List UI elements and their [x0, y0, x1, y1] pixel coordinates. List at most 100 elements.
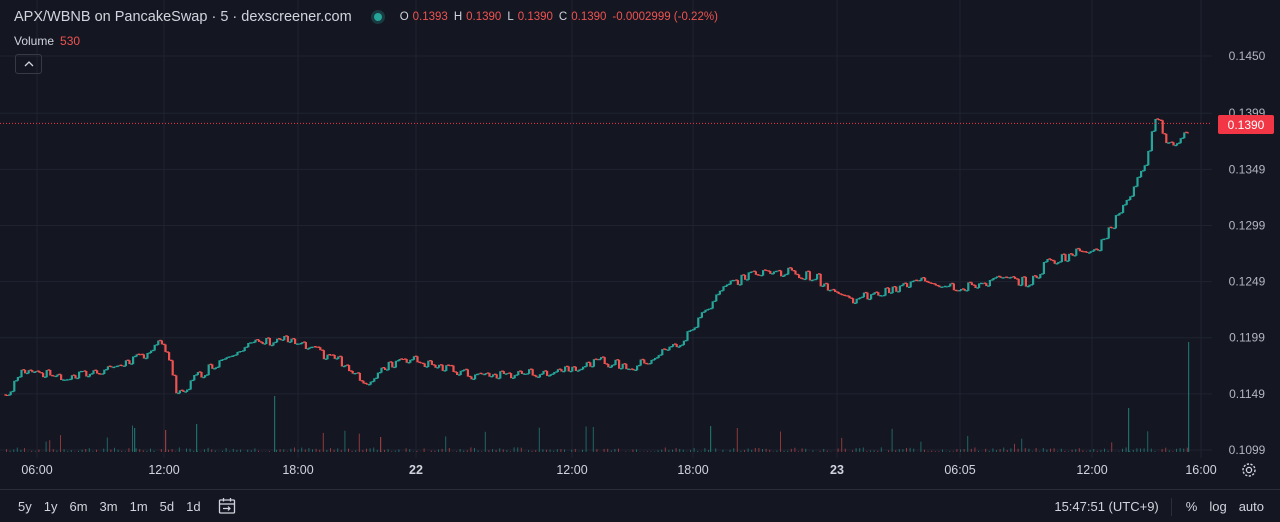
volume-bar [999, 449, 1001, 452]
volume-bar [823, 448, 825, 452]
candle [769, 271, 772, 274]
volume-bar [650, 451, 652, 452]
candle [81, 371, 84, 372]
volume-bar [1172, 451, 1174, 452]
candle [186, 389, 189, 392]
range-6m-button[interactable]: 6m [69, 498, 88, 514]
calendar-range-icon[interactable] [217, 496, 237, 516]
volume-bar [132, 425, 133, 452]
volume-bar [664, 447, 666, 452]
volume-bar [45, 441, 47, 452]
candle [373, 378, 376, 382]
volume-bar [877, 450, 879, 452]
candle [816, 273, 819, 280]
range-1y-button[interactable]: 1y [43, 498, 58, 514]
candle [488, 373, 491, 377]
volume-bar [430, 450, 432, 452]
candle [859, 297, 862, 299]
volume-bar [146, 450, 148, 452]
candle [808, 271, 811, 281]
candle [330, 354, 333, 356]
volume-bar [546, 449, 547, 452]
volume-bar [333, 449, 335, 452]
candle [301, 342, 304, 344]
candle [52, 375, 55, 377]
volume-bar [873, 450, 875, 452]
volume-bar [470, 447, 472, 452]
volume-bar [945, 451, 947, 452]
volume-bar [254, 448, 256, 452]
candle [344, 365, 347, 367]
candle [956, 290, 959, 292]
volume-bar [679, 448, 681, 452]
volume-bar [232, 448, 234, 452]
volume-bar [992, 448, 994, 452]
volume-bar [196, 451, 198, 452]
candle [297, 343, 300, 345]
candle [826, 283, 829, 291]
candle [603, 357, 606, 364]
volume-bar [56, 450, 58, 452]
candle [848, 296, 851, 299]
volume-bar [312, 449, 313, 452]
volume-bar [24, 448, 25, 452]
volume-bar [225, 448, 227, 452]
candle [225, 357, 228, 360]
range-1m-button[interactable]: 1m [129, 498, 148, 514]
volume-bar [632, 449, 634, 452]
candle [934, 283, 937, 286]
timezone-clock[interactable]: 15:47:51 (UTC+9) [1054, 499, 1159, 514]
y-tick-label: 0.1450 [1229, 49, 1266, 63]
volume-bar [1057, 451, 1059, 452]
volume-bar [229, 451, 231, 452]
candle [855, 298, 858, 304]
candle [103, 369, 106, 374]
volume-bar [121, 450, 123, 452]
volume-bar [862, 447, 864, 452]
gear-icon[interactable] [1240, 461, 1258, 479]
candle [567, 366, 570, 372]
candle [798, 274, 801, 279]
range-1d-button[interactable]: 1d [186, 498, 201, 514]
candle [132, 356, 135, 365]
candle [909, 281, 912, 288]
volume-bar [326, 450, 328, 452]
volume-bar [92, 451, 94, 452]
log-scale-toggle[interactable]: log [1209, 499, 1227, 514]
volume-bar [423, 448, 425, 452]
candle [1096, 249, 1099, 251]
volume-bar [603, 448, 605, 452]
percent-scale-toggle[interactable]: % [1185, 499, 1198, 514]
time-axis[interactable]: 06:00 12:00 18:00 22 12:00 18:00 23 06:05 12:00 1… [21, 463, 1216, 477]
auto-scale-toggle[interactable]: auto [1238, 499, 1264, 514]
price-axis[interactable]: 0.14500.13990.13490.12990.12490.11990.11… [1229, 49, 1266, 457]
y-tick-label: 0.1249 [1229, 275, 1266, 289]
volume-bar [366, 448, 367, 452]
volume-label: Volume [14, 34, 55, 48]
range-3m-button[interactable]: 3m [99, 498, 118, 514]
volume-bar [837, 448, 839, 452]
candle [1143, 165, 1146, 171]
close-key: C [558, 11, 568, 23]
candle [243, 347, 246, 351]
range-5d-button[interactable]: 5d [159, 498, 175, 514]
candle [99, 373, 102, 375]
candle [823, 283, 826, 287]
collapse-legend-button[interactable] [15, 54, 42, 74]
volume-bar [898, 449, 900, 452]
candle [499, 371, 502, 379]
candle [34, 371, 37, 373]
candle [124, 360, 127, 367]
candle [924, 277, 927, 282]
volume-bar [358, 433, 360, 452]
volume-bar [405, 448, 407, 452]
candle [456, 372, 459, 375]
volume-bar [859, 448, 861, 452]
candle [1078, 248, 1081, 252]
range-5y-button[interactable]: 5y [18, 498, 32, 514]
candle [384, 367, 387, 370]
candle [16, 377, 19, 381]
volume-bar [297, 449, 299, 452]
candle [45, 370, 48, 378]
